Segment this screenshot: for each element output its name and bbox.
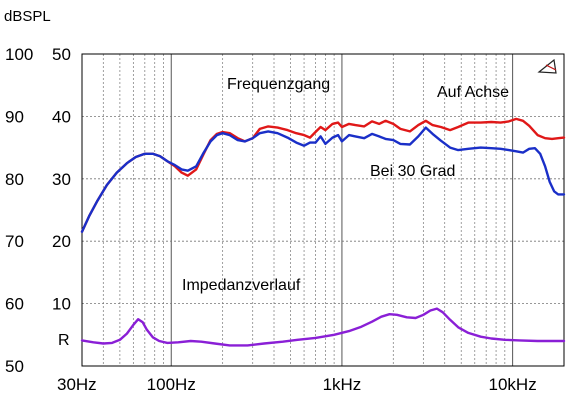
x-tick-label: 30Hz (57, 375, 97, 394)
annotation-frequenzgang: Frequenzgang (227, 76, 330, 93)
impedance-tick-label: 40 (52, 107, 71, 126)
impedance-tick-label: 50 (52, 45, 71, 64)
y-tick-label: 60 (5, 295, 24, 314)
series-line-bei-30-grad (80, 126, 566, 233)
vertical-grid (102, 54, 514, 366)
impedance-tick-label: 10 (52, 295, 71, 314)
y-tick-label: 80 (5, 170, 24, 189)
r-marker-label: R (58, 332, 70, 349)
annotation-bei-30-grad: Bei 30 Grad (370, 163, 455, 180)
x-tick-label: 100Hz (147, 375, 196, 394)
y-tick-label: 90 (5, 107, 24, 126)
impedance-tick-label: 30 (52, 170, 71, 189)
y-tick-label: 100 (5, 45, 33, 64)
logo-triangle-icon (537, 58, 557, 74)
x-tick-label: 10kHz (489, 375, 537, 394)
y-tick-label: 50 (5, 357, 24, 376)
x-tick-labels: 30Hz 100Hz 1kHz 10kHz (57, 375, 537, 394)
annotation-impedanzverlauf: Impedanzverlauf (182, 277, 301, 294)
y-tick-labels: 100 50 90 40 80 30 70 20 60 10 50 (5, 45, 71, 376)
y-tick-label: 70 (5, 232, 24, 251)
plot-frame (81, 53, 565, 367)
annotation-auf-achse: Auf Achse (437, 84, 509, 101)
x-tick-label: 1kHz (323, 375, 362, 394)
impedance-tick-label: 20 (52, 232, 71, 251)
y-unit-label: dBSPL (4, 8, 51, 25)
horizontal-grid (82, 116, 564, 305)
series-line-impedanz (80, 307, 566, 347)
series-lines (80, 117, 566, 347)
